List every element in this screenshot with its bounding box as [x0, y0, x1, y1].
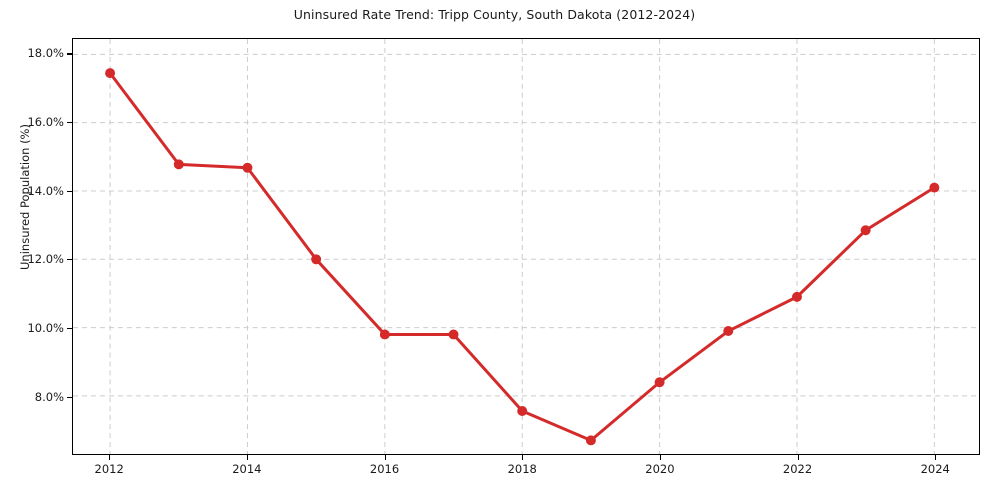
x-tick-mark [659, 455, 661, 460]
y-tick-mark [67, 122, 72, 124]
y-tick-label: 12.0% [27, 252, 64, 267]
data-point-marker [379, 329, 390, 340]
trend-line [108, 71, 936, 442]
chart-title: Uninsured Rate Trend: Tripp County, Sout… [293, 7, 696, 22]
data-series-uninsured-rate [105, 68, 940, 446]
y-tick-label: 18.0% [27, 46, 64, 61]
plot-area [72, 38, 980, 455]
data-point-marker [654, 377, 665, 388]
data-point-marker [448, 329, 459, 340]
data-point-marker [791, 291, 802, 302]
y-tick-label: 16.0% [27, 115, 64, 130]
data-point-marker [517, 405, 528, 416]
y-axis-tick-labels: 8.0% 10.0% 12.0% 14.0% 16.0% 18.0% [0, 38, 64, 455]
data-point-marker [585, 435, 596, 446]
data-point-marker [105, 68, 116, 79]
x-tick-mark [522, 455, 524, 460]
x-tick-mark [109, 455, 111, 460]
x-tick-mark [246, 455, 248, 460]
gridlines [73, 39, 979, 454]
y-tick-mark [67, 190, 72, 192]
x-tick-label: 2014 [232, 462, 262, 476]
x-tick-mark [797, 455, 799, 460]
x-axis-tick-labels: 2012 2014 2016 2018 2020 2022 2024 [72, 462, 980, 482]
x-tick-label: 2024 [920, 462, 950, 476]
x-tick-label: 2012 [94, 462, 124, 476]
x-tick-label: 2020 [645, 462, 675, 476]
x-tick-label: 2022 [782, 462, 813, 476]
data-point-marker [242, 162, 253, 173]
y-tick-label: 8.0% [34, 389, 64, 404]
data-point-marker [173, 159, 184, 170]
y-tick-mark [67, 396, 72, 398]
y-tick-mark [67, 328, 72, 330]
data-point-marker [311, 254, 322, 265]
data-point-marker [723, 326, 734, 337]
x-tick-label: 2018 [507, 462, 537, 476]
y-tick-mark [67, 53, 72, 55]
data-point-marker [929, 182, 940, 193]
y-tick-label: 10.0% [27, 321, 64, 335]
y-tick-mark [67, 259, 72, 261]
y-tick-label: 14.0% [27, 183, 64, 198]
data-point-marker [860, 225, 871, 236]
x-tick-label: 2016 [369, 462, 400, 476]
x-tick-mark [384, 455, 386, 460]
x-tick-mark [935, 455, 937, 460]
